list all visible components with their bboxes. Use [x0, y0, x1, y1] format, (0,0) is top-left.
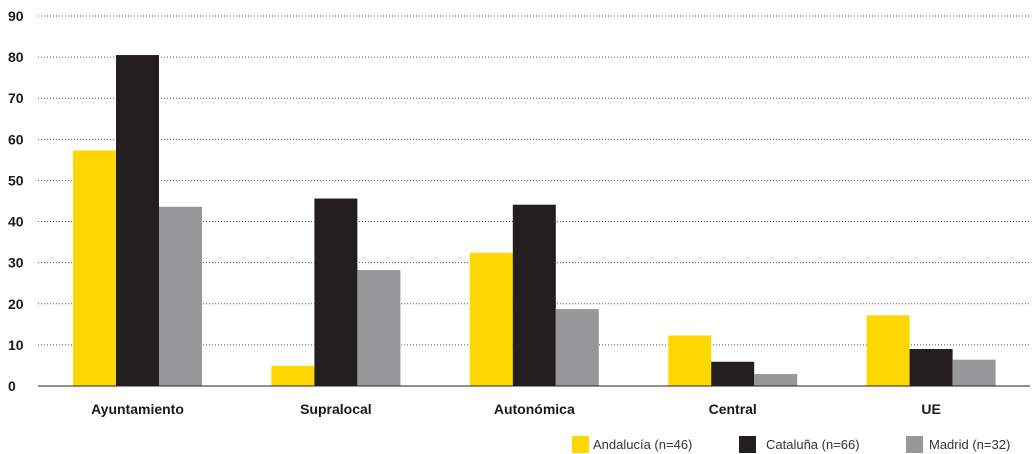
bar-1-3: [159, 206, 202, 386]
bar-5-3: [952, 359, 996, 386]
legend-swatch: [739, 436, 756, 453]
y-tick-label: 20: [8, 296, 24, 312]
y-tick-label: 10: [8, 337, 24, 353]
bar-4-2: [711, 361, 755, 386]
y-tick-label: 70: [8, 90, 24, 106]
bar-1-2: [116, 55, 159, 387]
bar-3-2: [512, 204, 556, 386]
x-category-label: Supralocal: [300, 401, 372, 417]
bar-5-1: [866, 315, 910, 386]
legend-swatch: [906, 436, 923, 453]
bar-3-3: [555, 309, 599, 386]
bar-3-1: [469, 252, 513, 386]
x-category-label: Ayuntamiento: [91, 401, 184, 417]
legend-label: Madrid (n=32): [929, 437, 1010, 452]
y-tick-label: 60: [8, 131, 24, 147]
x-axis: Ayuntamiento Supralocal Autonómica Central U…: [38, 385, 1030, 417]
x-category-label: UE: [921, 401, 940, 417]
legend: Andalucía (n=46) Cataluña (n=66) Madrid (n…: [572, 436, 1010, 453]
bars: [73, 55, 996, 387]
y-tick-label: 90: [8, 8, 24, 24]
legend-label: Andalucía (n=46): [593, 437, 692, 452]
legend-swatch: [572, 436, 589, 453]
x-category-label: Central: [709, 401, 757, 417]
y-tick-label: 50: [8, 172, 24, 188]
bar-5-2: [909, 349, 953, 386]
legend-label: Cataluña (n=66): [766, 437, 860, 452]
bar-2-3: [357, 270, 401, 386]
bar-4-3: [754, 374, 798, 386]
y-tick-label: 40: [8, 214, 24, 230]
y-tick-label: 0: [8, 378, 16, 394]
y-axis: 0 10 20 30 40 50 60 70 80 90: [8, 8, 24, 394]
bar-4-1: [668, 335, 712, 386]
x-category-label: Autonómica: [494, 401, 575, 417]
bar-1-1: [73, 150, 116, 386]
bar-2-2: [314, 198, 358, 386]
y-tick-label: 30: [8, 255, 24, 271]
y-tick-label: 80: [8, 49, 24, 65]
bar-2-1: [271, 365, 315, 386]
